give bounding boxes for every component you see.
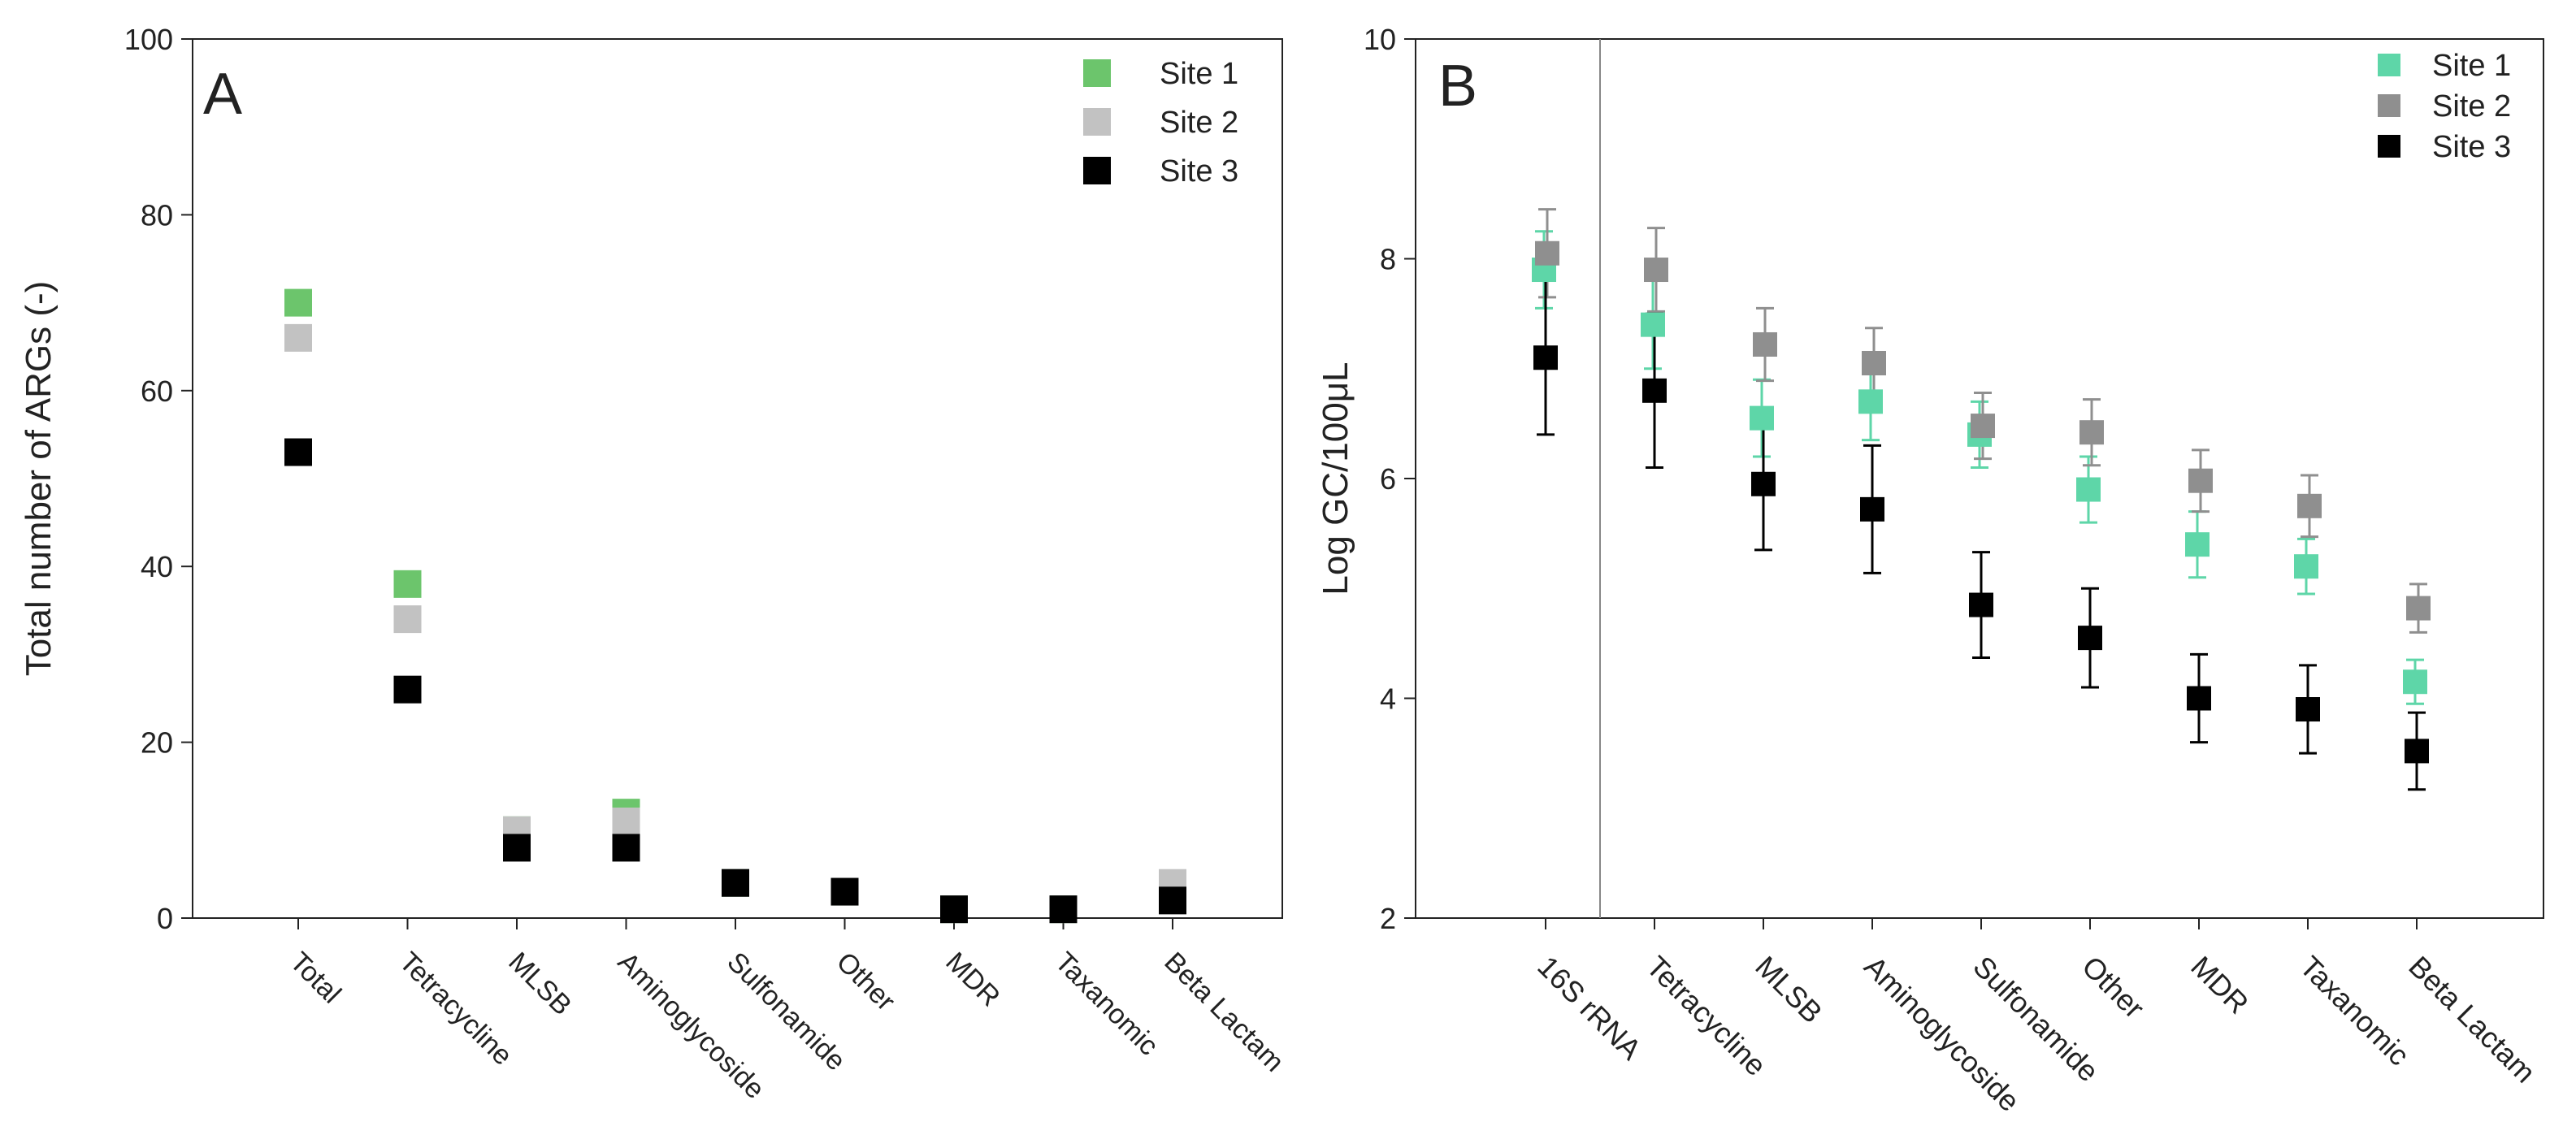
data-point-site-2 <box>284 323 312 352</box>
legend: Site 1 Site 2 Site 3 <box>1083 57 1238 188</box>
data-point-site-3 <box>2078 626 2102 651</box>
x-tick-label: Beta Lactam <box>1158 947 1290 1078</box>
data-point-site-1 <box>1641 312 1665 337</box>
data-point-site-3 <box>1642 378 1667 403</box>
data-point-site-3 <box>830 877 859 906</box>
legend-label: Site 1 <box>1160 57 1238 91</box>
chart-panel-a: 0 20 40 60 80 100 Total number of ARGs (-) A Tot… <box>19 23 1290 1105</box>
data-point-site-3 <box>284 438 312 466</box>
data-point-site-3 <box>1860 496 1884 522</box>
x-tick-label: Total <box>284 947 347 1010</box>
x-tick-label: Beta Lactam <box>2402 950 2542 1090</box>
data-point-site-3 <box>1969 592 1993 617</box>
y-tick-label: 6 <box>1380 462 1396 496</box>
y-tick-label: 60 <box>141 375 173 408</box>
x-tick-label: Tetracycline <box>393 947 518 1072</box>
y-tick-label: 0 <box>157 902 173 935</box>
y-tick-label: 20 <box>141 726 173 760</box>
data-point-site-3 <box>2296 697 2320 722</box>
x-tick-label: Taxanomic <box>1049 947 1164 1062</box>
y-tick-label: 8 <box>1380 243 1396 276</box>
plot-frame <box>192 38 1283 919</box>
data-point-site-3 <box>503 834 531 862</box>
data-point-site-1 <box>2185 532 2210 557</box>
y-tick-label: 80 <box>141 198 173 232</box>
data-point-site-1 <box>1858 389 1883 414</box>
data-point-site-1 <box>2076 477 2101 502</box>
data-point-site-2 <box>1862 350 1886 375</box>
legend-marker <box>2378 54 2400 76</box>
y-tick-label: 2 <box>1380 902 1396 935</box>
panel-letter: B <box>1438 54 1477 119</box>
x-tick-label: Taxanomic <box>2293 950 2416 1072</box>
legend-label: Site 1 <box>2432 49 2511 83</box>
data-point-site-2 <box>2079 420 2104 445</box>
y-axis-title: Log GC/100μL <box>1316 362 1355 595</box>
data-point-site-3 <box>2405 739 2429 764</box>
x-tick-label: MDR <box>2184 950 2255 1020</box>
data-point-site-2 <box>612 807 640 835</box>
data-point-site-2 <box>2406 596 2431 621</box>
data-point-site-2 <box>2188 468 2213 493</box>
data-point-site-3 <box>1533 345 1558 370</box>
data-point-site-1 <box>1750 405 1774 431</box>
y-axis-title: Total number of ARGs (-) <box>19 281 59 677</box>
legend: Site 1 Site 2 Site 3 <box>2378 49 2511 164</box>
legend-marker <box>1083 157 1111 184</box>
plot-frame <box>1415 38 2544 919</box>
legend-marker <box>1083 59 1111 87</box>
data-point-site-3 <box>393 675 422 704</box>
y-tick-label: 100 <box>124 23 173 56</box>
legend-marker <box>1083 108 1111 136</box>
x-tick-label: Other <box>830 947 901 1017</box>
data-point-site-2 <box>1644 258 1668 283</box>
x-tick-label: Other <box>2075 950 2151 1025</box>
x-tick-label: MDR <box>939 947 1006 1013</box>
y-tick-label: 10 <box>1364 23 1396 56</box>
y-tick-label: 40 <box>141 550 173 583</box>
data-point-site-2 <box>1753 331 1777 357</box>
data-point-site-1 <box>2403 669 2427 695</box>
x-tick-label: MLSB <box>502 947 577 1021</box>
x-tick-label: MLSB <box>1749 950 1828 1029</box>
data-point-site-3 <box>1159 886 1186 915</box>
data-point-site-1 <box>2294 554 2318 579</box>
data-point-site-3 <box>2187 686 2211 711</box>
legend-label: Site 2 <box>1160 106 1238 140</box>
x-tick-label: 16S rRNA <box>1531 950 1648 1067</box>
data-point-site-3 <box>940 895 968 924</box>
data-point-site-3 <box>722 869 749 897</box>
data-point-site-1 <box>284 288 312 317</box>
data-point-site-2 <box>1535 240 1559 266</box>
panel-letter: A <box>203 62 242 127</box>
data-point-site-3 <box>612 834 640 862</box>
legend-label: Site 2 <box>2432 89 2511 123</box>
y-tick-label: 4 <box>1380 682 1396 716</box>
legend-label: Site 3 <box>2432 130 2511 164</box>
legend-marker <box>2378 94 2400 117</box>
legend-marker <box>2378 135 2400 158</box>
data-point-site-3 <box>1751 471 1776 496</box>
data-point-site-3 <box>1049 895 1078 924</box>
data-point-site-2 <box>2297 493 2322 518</box>
data-point-site-1 <box>393 570 422 598</box>
data-point-site-2 <box>393 605 422 634</box>
data-point-site-2 <box>1971 414 1995 439</box>
legend-label: Site 3 <box>1160 154 1238 188</box>
